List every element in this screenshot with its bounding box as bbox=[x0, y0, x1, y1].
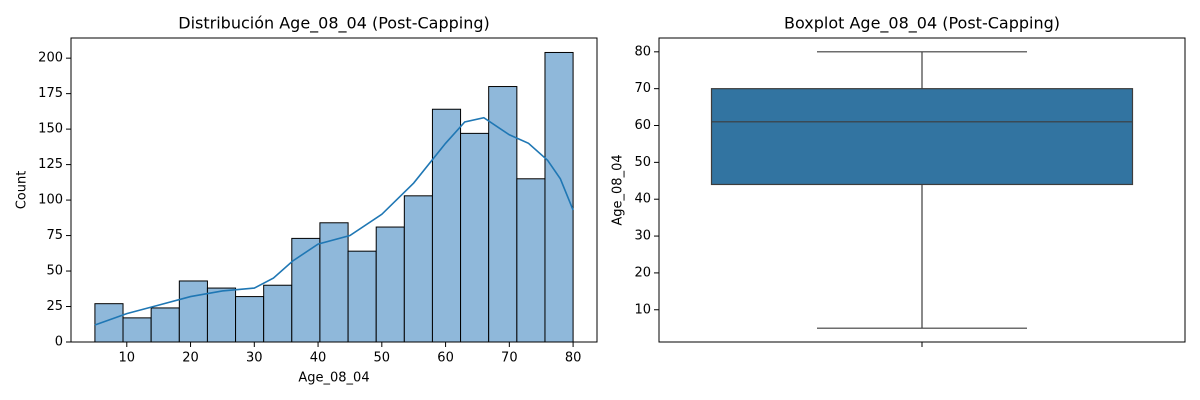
bar bbox=[460, 132, 490, 343]
x-axis-label: Age_08_04 bbox=[298, 371, 369, 386]
y-tick-label: 75 bbox=[46, 228, 63, 243]
bar bbox=[375, 226, 405, 343]
kde-line bbox=[94, 116, 574, 326]
y-axis-label: Age_08_04 bbox=[611, 154, 626, 225]
x-tick-label: 40 bbox=[310, 351, 327, 366]
y-tick-label: 100 bbox=[38, 193, 63, 208]
chart-title: Boxplot Age_08_04 (Post-Capping) bbox=[784, 14, 1060, 34]
bar bbox=[516, 178, 546, 343]
chart-title: Distribución Age_08_04 (Post-Capping) bbox=[178, 14, 489, 34]
x-tick-label: 10 bbox=[119, 351, 136, 366]
x-tick-label: 60 bbox=[437, 351, 454, 366]
axes-frame bbox=[658, 37, 1186, 343]
bar bbox=[291, 237, 321, 343]
bar bbox=[150, 307, 180, 343]
bar bbox=[235, 296, 265, 343]
bar bbox=[431, 108, 462, 343]
y-tick-label: 200 bbox=[38, 51, 63, 66]
y-tick-label: 0 bbox=[55, 335, 63, 350]
y-tick-label: 60 bbox=[634, 118, 651, 133]
bar bbox=[319, 222, 349, 343]
y-tick-label: 150 bbox=[38, 122, 63, 137]
x-tick-label: 50 bbox=[374, 351, 391, 366]
bar bbox=[347, 250, 377, 343]
y-tick-label: 20 bbox=[634, 265, 651, 280]
bar bbox=[488, 86, 518, 343]
y-tick-label: 175 bbox=[38, 86, 63, 101]
x-tick-label: 20 bbox=[182, 351, 199, 366]
y-tick-label: 40 bbox=[634, 192, 651, 207]
x-tick-label: 80 bbox=[565, 351, 582, 366]
bar bbox=[263, 284, 293, 343]
bar bbox=[178, 280, 208, 343]
y-tick-label: 125 bbox=[38, 157, 63, 172]
bar bbox=[122, 317, 152, 343]
box bbox=[710, 88, 1134, 186]
y-tick-label: 30 bbox=[634, 229, 651, 244]
bar bbox=[403, 195, 433, 343]
y-tick-label: 50 bbox=[634, 155, 651, 170]
y-tick-label: 50 bbox=[46, 264, 63, 279]
y-tick-label: 80 bbox=[634, 44, 651, 59]
bar bbox=[206, 287, 237, 343]
y-tick-label: 70 bbox=[634, 81, 651, 96]
bar bbox=[544, 51, 574, 343]
x-tick-label: 70 bbox=[501, 351, 518, 366]
y-tick-label: 10 bbox=[634, 302, 651, 317]
axes-frame bbox=[70, 37, 598, 343]
y-tick-label: 25 bbox=[46, 299, 63, 314]
y-axis-label: Count bbox=[15, 171, 30, 210]
x-tick-label: 30 bbox=[246, 351, 263, 366]
